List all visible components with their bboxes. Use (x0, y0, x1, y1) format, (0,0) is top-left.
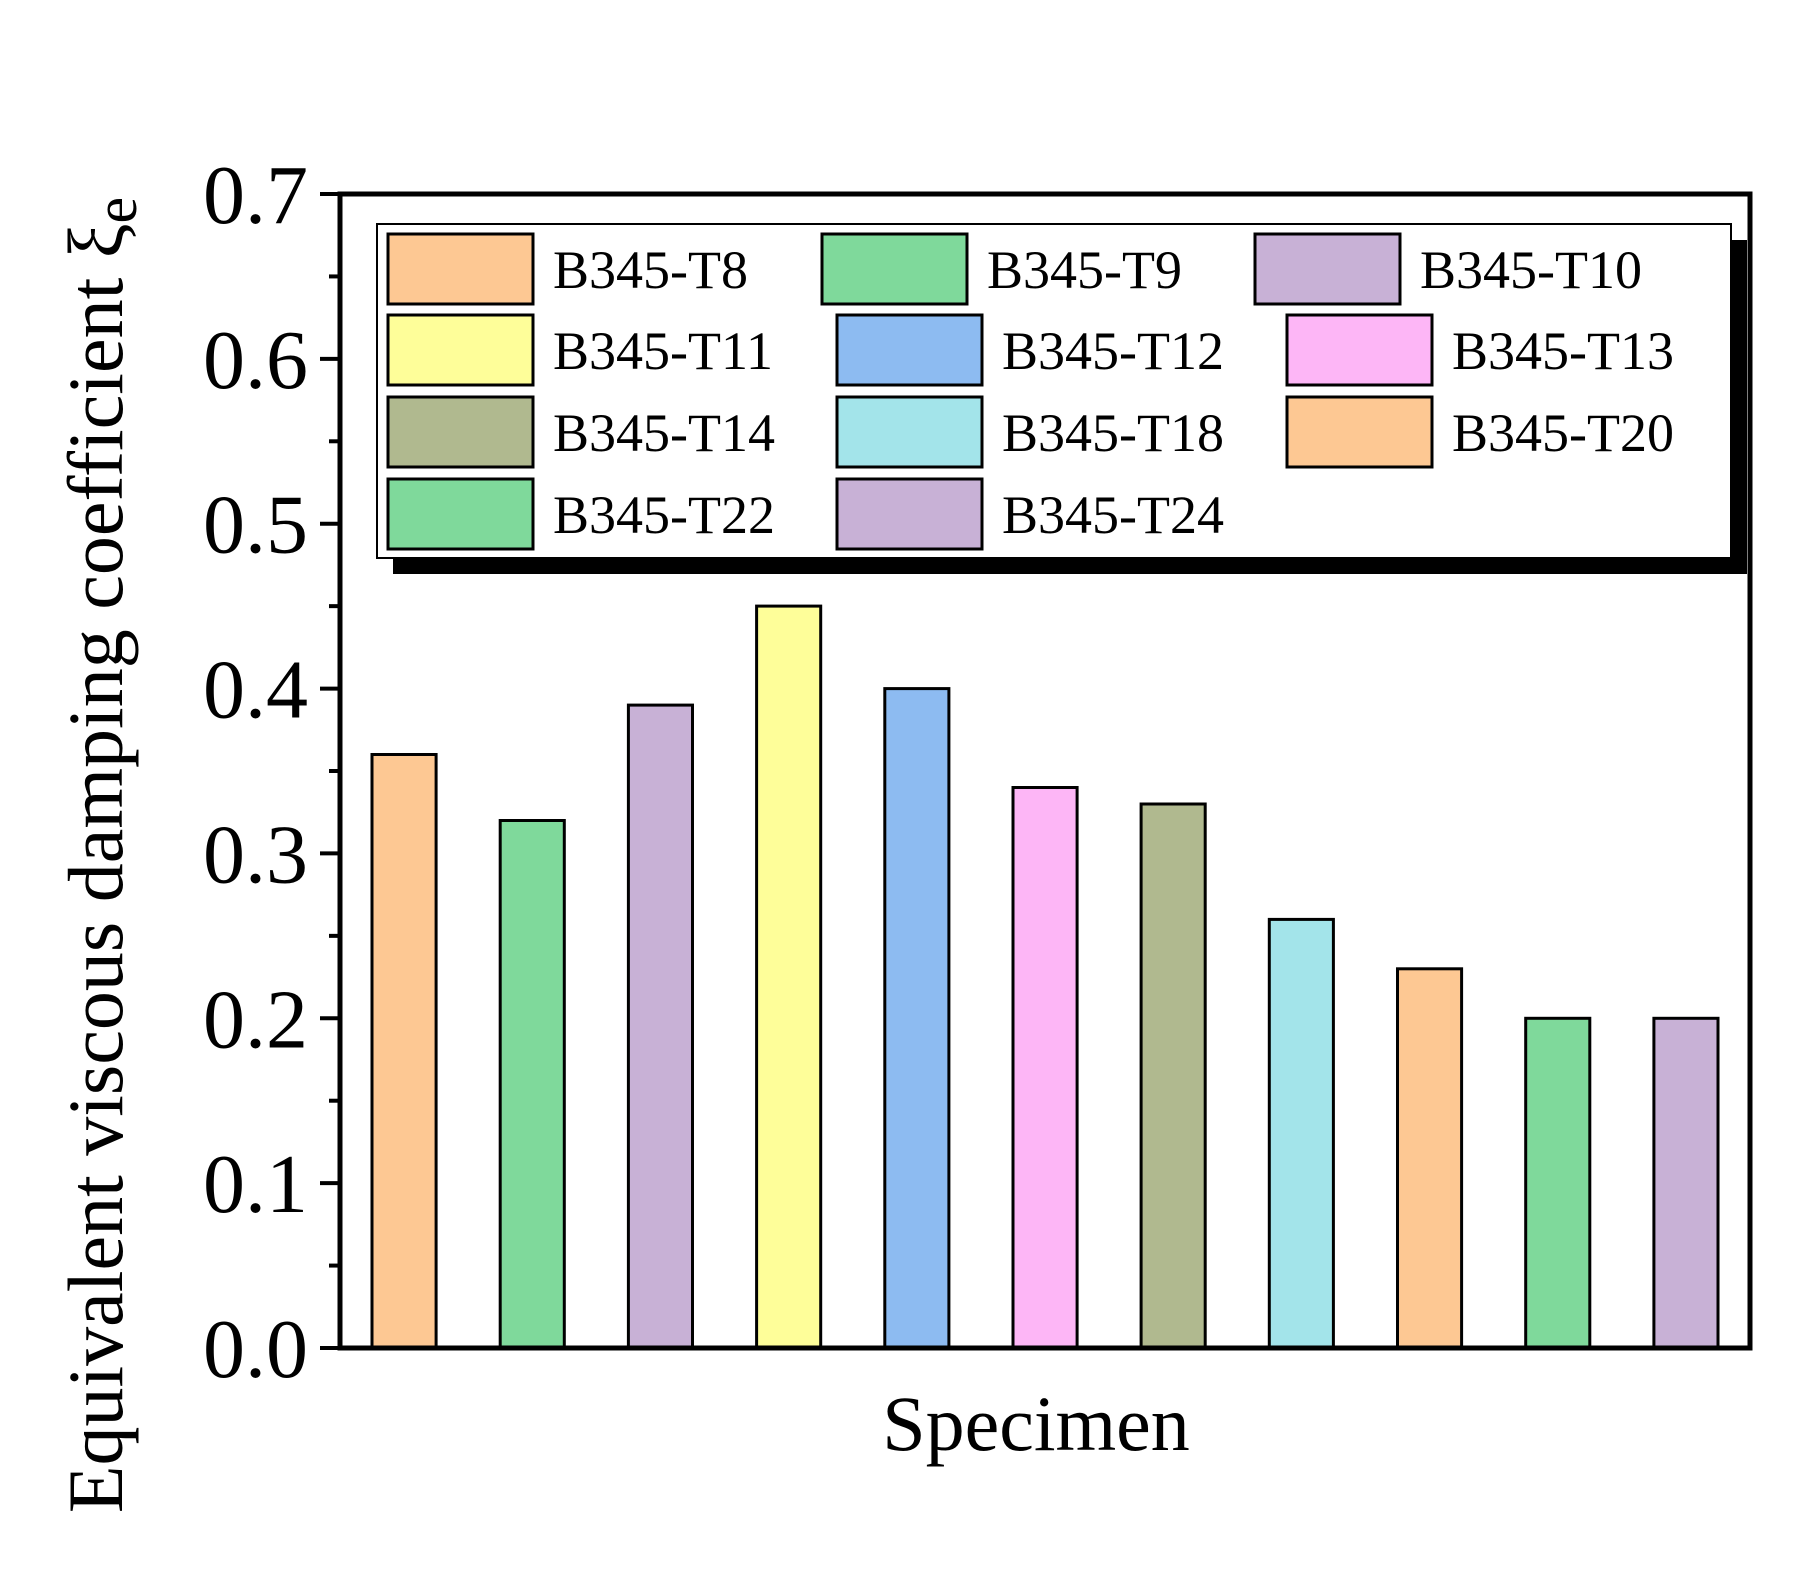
y-tick-label: 0.3 (203, 808, 308, 901)
legend-swatch-B345-T24 (835, 477, 984, 551)
bar-B345-T13 (1011, 786, 1079, 1350)
bar-B345-T12 (883, 687, 951, 1350)
bar-B345-T22 (1524, 1016, 1592, 1350)
legend-label-B345-T9: B345-T9 (987, 240, 1182, 300)
y-tick-label: 0.6 (203, 314, 308, 407)
legend-label-B345-T18: B345-T18 (1002, 403, 1224, 463)
y-tick-label: 0.4 (203, 644, 308, 737)
y-tick-label: 0.0 (203, 1303, 308, 1396)
bar-B345-T18 (1267, 917, 1335, 1350)
legend-swatch-B345-T12 (835, 313, 984, 387)
legend-label-B345-T10: B345-T10 (1420, 240, 1642, 300)
legend-box (376, 223, 1732, 559)
bars-group (370, 604, 1720, 1350)
y-tick-label: 0.1 (203, 1138, 308, 1231)
legend-swatch-B345-T13 (1285, 313, 1434, 387)
legend-label-B345-T13: B345-T13 (1452, 321, 1674, 381)
legend-label-B345-T12: B345-T12 (1002, 321, 1224, 381)
bar-B345-T11 (755, 604, 823, 1350)
y-axis-title-main: Equivalent viscous damping coefficient ξ (52, 223, 139, 1513)
y-tick-label: 0.2 (203, 973, 308, 1066)
legend-label-B345-T20: B345-T20 (1452, 403, 1674, 463)
bar-B345-T24 (1652, 1016, 1720, 1350)
legend-label-B345-T24: B345-T24 (1002, 485, 1224, 545)
bar-B345-T9 (498, 819, 566, 1350)
legend-swatch-B345-T20 (1285, 395, 1434, 469)
y-axis-title-subscript: e (83, 197, 149, 224)
legend-swatch-B345-T9 (820, 232, 969, 306)
legend-swatch-B345-T14 (386, 395, 535, 469)
legend-swatch-B345-T18 (835, 395, 984, 469)
axes-group: 0.0 0.1 0.2 0.3 0.4 0.5 0.6 0.7 (203, 149, 1753, 1396)
bar-B345-T20 (1396, 967, 1464, 1350)
y-axis-title: Equivalent viscous damping coefficient ξ… (52, 197, 149, 1513)
legend-label-B345-T14: B345-T14 (553, 403, 775, 463)
legend-swatch-B345-T22 (386, 477, 535, 551)
legend-label-B345-T8: B345-T8 (553, 240, 748, 300)
bar-B345-T14 (1139, 802, 1207, 1350)
legend: B345-T8 B345-T9 B345-T10 B345-T11 B345-T12 B3… (376, 223, 1747, 574)
bar-B345-T8 (370, 753, 438, 1350)
bar-B345-T10 (626, 703, 695, 1350)
x-axis-title: Specimen (882, 1380, 1190, 1467)
legend-swatch-B345-T8 (386, 232, 535, 306)
legend-swatch-B345-T11 (386, 313, 535, 387)
legend-swatch-B345-T10 (1253, 232, 1402, 306)
legend-label-B345-T22: B345-T22 (553, 485, 775, 545)
legend-label-B345-T11: B345-T11 (553, 321, 773, 381)
y-tick-label: 0.5 (203, 479, 308, 572)
y-tick-label: 0.7 (203, 149, 308, 242)
